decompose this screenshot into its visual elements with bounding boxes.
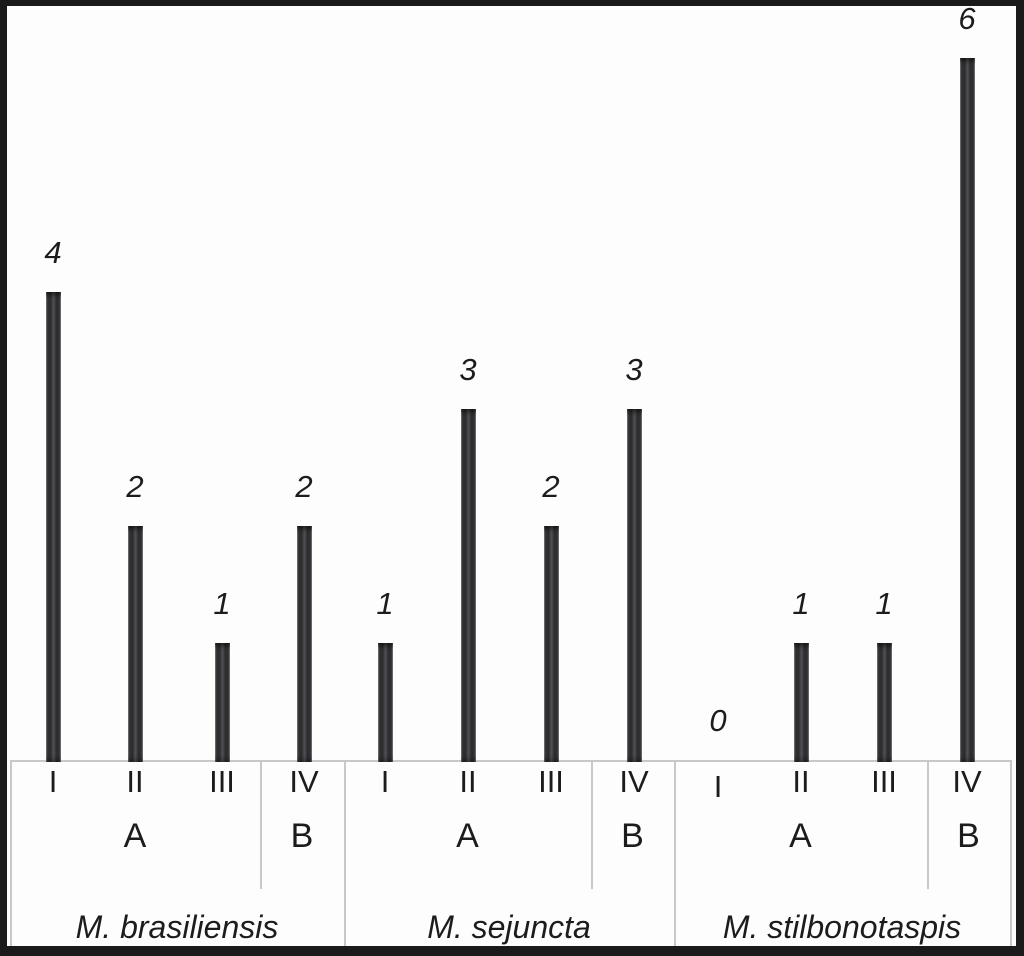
section-label: A [456, 817, 479, 855]
bar-value-label: 3 [625, 352, 643, 387]
bar [128, 526, 143, 762]
group-divider-line [674, 760, 676, 946]
category-label: I [713, 769, 723, 804]
section-label: B [290, 817, 314, 855]
category-label: III [538, 764, 564, 799]
figure-border-bottom [0, 946, 1024, 956]
bar [461, 409, 476, 762]
bar [877, 643, 892, 762]
section-label: A [789, 817, 812, 855]
section-label: A [123, 817, 147, 855]
section-label: B [621, 817, 644, 855]
figure-border-left [0, 0, 7, 956]
bar [544, 526, 559, 762]
category-label: IV [289, 764, 319, 799]
category-label: III [209, 764, 235, 799]
species-label: M. brasiliensis [75, 909, 279, 945]
bar-value-label: 0 [709, 703, 727, 738]
bar-value-label: 3 [459, 352, 477, 387]
figure-border-right [1016, 0, 1024, 956]
species-label: M. sejuncta [427, 909, 591, 945]
bar-value-label: 1 [213, 586, 231, 621]
species-label: M. stilbonotaspis [722, 909, 962, 945]
bar-value-label: 4 [44, 235, 62, 270]
bar-value-label: 2 [295, 469, 313, 504]
label-box-top-line [10, 760, 1012, 762]
category-label: I [380, 764, 390, 799]
bar [960, 58, 975, 762]
bar-value-label: 2 [542, 469, 560, 504]
bar [378, 643, 393, 762]
bar-value-label: 1 [376, 586, 394, 621]
bar-value-label: 1 [875, 586, 893, 621]
category-label: II [459, 764, 477, 799]
bar [215, 643, 230, 762]
bar [794, 643, 809, 762]
section-divider-line [260, 762, 262, 889]
bar-value-label: 2 [126, 469, 144, 504]
figure-border-top [0, 0, 1024, 6]
section-label: B [957, 817, 980, 855]
label-box-outer-line [10, 760, 12, 946]
group-divider-line [344, 760, 346, 946]
bar-value-label: 1 [792, 586, 810, 621]
category-label: IV [619, 764, 649, 799]
bar [627, 409, 642, 762]
bar [297, 526, 312, 762]
category-label: II [792, 764, 810, 799]
section-divider-line [591, 762, 593, 889]
category-label: II [126, 764, 144, 799]
category-label: I [48, 764, 58, 799]
category-label: III [871, 764, 897, 799]
category-label: IV [952, 764, 982, 799]
label-box-outer-line [1010, 760, 1012, 946]
bar [46, 292, 61, 762]
bar-value-label: 6 [958, 1, 976, 36]
section-divider-line [927, 762, 929, 889]
